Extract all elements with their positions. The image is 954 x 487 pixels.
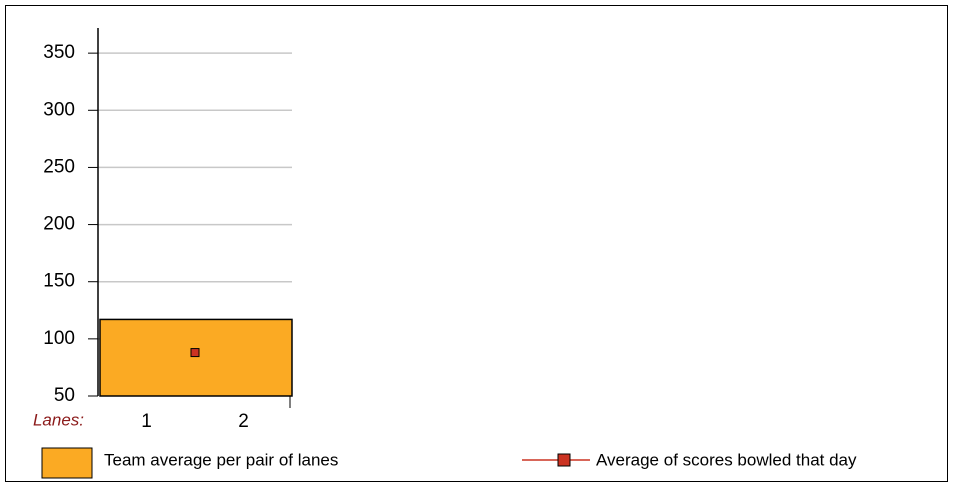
y-tick-label: 300 (43, 99, 75, 120)
frame (5, 5, 948, 482)
point (190, 348, 200, 358)
legend-swatch (41, 447, 93, 479)
y-tick-label: 250 (43, 156, 75, 177)
legend-label: Average of scores bowled that day (596, 450, 857, 469)
y-tick-label: 50 (54, 385, 75, 406)
y-tick-label: 350 (43, 42, 75, 63)
y-tick-label: 150 (43, 271, 75, 292)
legend-marker (557, 453, 571, 467)
x-tick-label: 2 (238, 411, 249, 432)
y-tick-label: 200 (43, 214, 75, 235)
x-tick-label: 1 (141, 411, 152, 432)
bar (99, 318, 293, 397)
x-axis-label: Lanes: (33, 410, 84, 429)
legend-label: Team average per pair of lanes (104, 450, 338, 469)
y-tick-label: 100 (43, 328, 75, 349)
